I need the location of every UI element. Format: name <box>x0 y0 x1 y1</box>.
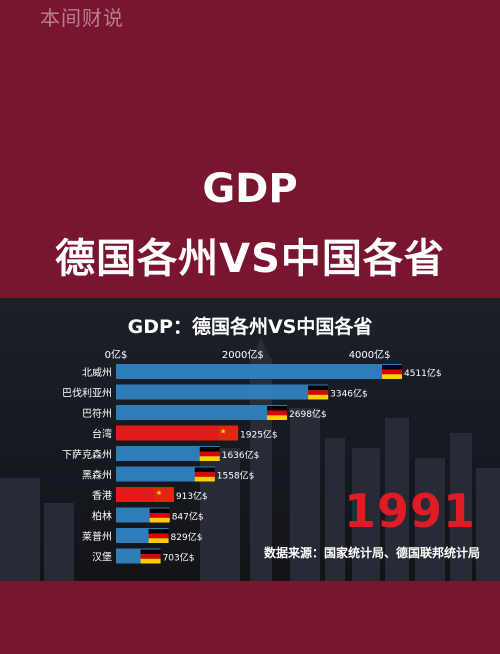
bar-chart: 0亿$ 2000亿$ 4000亿$ 北威州 4511亿$ 巴伐利亚州 3346亿$ 巴符州 26… <box>62 348 442 564</box>
value-label: 703亿$ <box>163 552 195 564</box>
value-label: 1925亿$ <box>240 429 278 441</box>
value-label: 1558亿$ <box>217 470 255 482</box>
bottom-band <box>0 581 500 654</box>
germany-flag-icon <box>149 508 170 523</box>
svg-text:★: ★ <box>156 489 162 497</box>
category-label: 北威州 <box>82 366 112 379</box>
germany-flag-icon <box>382 365 402 379</box>
value-label: 847亿$ <box>172 511 204 523</box>
bar <box>116 425 239 441</box>
category-label: 台湾 <box>92 428 112 441</box>
value-label: 913亿$ <box>176 490 208 502</box>
value-label: 829亿$ <box>171 531 203 543</box>
value-label: 2698亿$ <box>289 408 327 420</box>
china-flag-icon: ★ <box>153 488 174 502</box>
svg-text:★: ★ <box>220 428 226 436</box>
category-label: 巴伐利亚州 <box>62 388 112 400</box>
watermark: 本间财说 <box>40 6 124 30</box>
category-label: 巴符州 <box>82 407 112 420</box>
germany-flag-icon <box>140 549 161 564</box>
germany-flag-icon <box>308 385 329 400</box>
bar <box>116 466 215 482</box>
category-label: 黑森州 <box>82 469 112 482</box>
year-label: 1991 <box>343 484 476 538</box>
bar <box>116 364 402 379</box>
bar <box>116 446 220 461</box>
headline-gdp: GDP <box>202 166 298 212</box>
city-skyline-background <box>0 338 500 581</box>
bar <box>116 405 288 420</box>
x-tick-label: 2000亿$ <box>222 348 264 361</box>
headline-subtitle: 德国各州VS中国各省 <box>55 236 445 282</box>
germany-flag-icon <box>194 467 215 482</box>
category-label: 柏林 <box>92 510 112 523</box>
category-label: 莱普州 <box>82 530 112 543</box>
value-label: 3346亿$ <box>330 388 368 400</box>
germany-flag-icon <box>199 447 220 461</box>
x-tick-label: 0亿$ <box>105 348 128 361</box>
category-label: 汉堡 <box>92 551 112 564</box>
chart-panel: GDP：德国各州VS中国各省 0亿$ 2000亿$ 4000亿$ 北威州 4511亿$ 巴… <box>0 298 500 581</box>
value-label: 4511亿$ <box>404 367 442 379</box>
china-flag-icon: ★ <box>218 426 239 441</box>
category-label: 下萨克森州 <box>62 448 112 461</box>
x-tick-label: 4000亿$ <box>349 348 391 361</box>
data-source: 数据来源：国家统计局、德国联邦统计局 <box>263 546 480 560</box>
bar <box>116 384 329 400</box>
chart-title: GDP：德国各州VS中国各省 <box>127 316 373 338</box>
category-label: 香港 <box>92 490 112 502</box>
germany-flag-icon <box>267 406 288 420</box>
germany-flag-icon <box>148 529 169 543</box>
value-label: 1636亿$ <box>222 449 260 461</box>
